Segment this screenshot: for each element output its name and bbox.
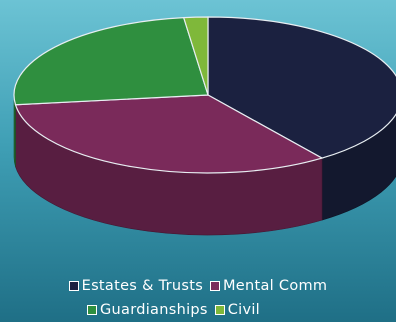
- pie-slice-estates-trusts: [207, 16, 396, 159]
- legend-item-mental-comm: Mental Comm: [209, 278, 328, 294]
- pie-tops: [13, 16, 396, 174]
- pie-slice-mental-comm: [14, 94, 324, 174]
- legend-swatch-civil: [214, 305, 225, 315]
- legend-label-guardianships: Guardianships: [100, 302, 208, 318]
- legend-label-civil: Civil: [227, 302, 260, 318]
- legend-row-1: Estates & Trusts Mental Comm: [0, 278, 396, 295]
- legend-label-mental-comm: Mental Comm: [222, 278, 328, 294]
- legend-swatch-guardianships: [87, 305, 97, 315]
- legend-row-2: Guardianships Civil: [86, 302, 261, 319]
- legend-item-guardianships: Guardianships: [87, 302, 208, 318]
- legend-swatch-mental-comm: [209, 281, 220, 291]
- legend-item-estates-trusts: Estates & Trusts: [68, 278, 204, 294]
- legend-swatch-estates-trusts: [68, 281, 79, 291]
- legend-label-estates-trusts: Estates & Trusts: [81, 278, 204, 294]
- pie-slice-guardianships: [13, 16, 209, 106]
- legend-item-civil: Civil: [214, 302, 260, 318]
- pie-slice-civil: [182, 16, 209, 96]
